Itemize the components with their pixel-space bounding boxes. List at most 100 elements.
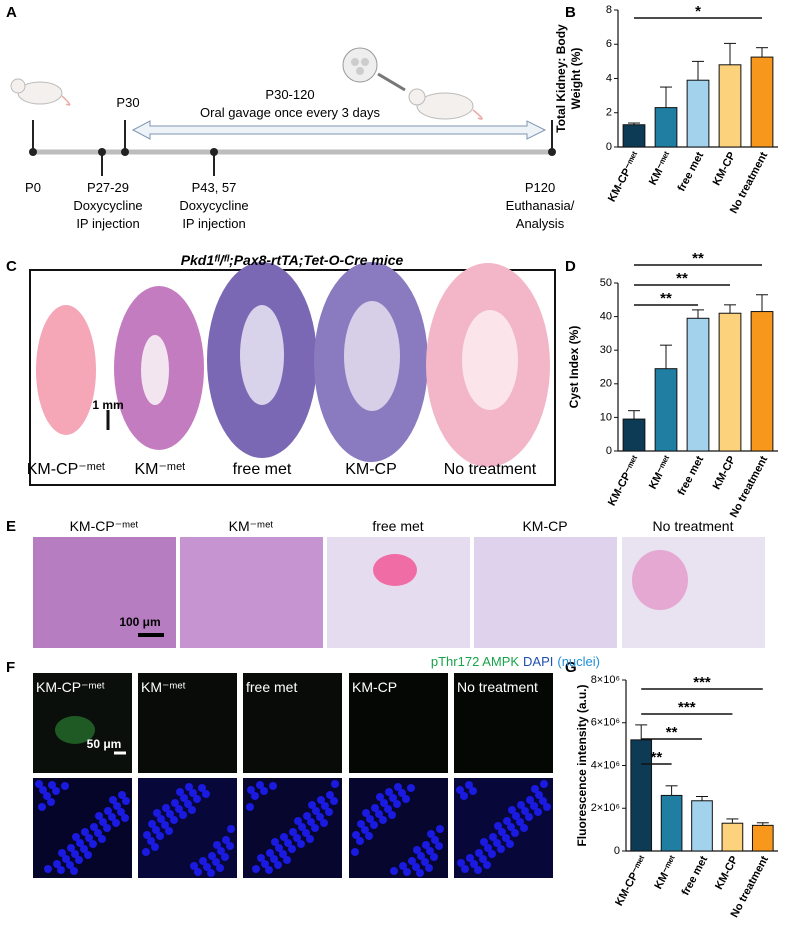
y-tick-label: 0 <box>614 845 620 857</box>
sample-label: free met <box>372 518 423 534</box>
timeline-label: P30 <box>116 95 139 110</box>
kidney-images <box>36 262 550 467</box>
y-axis-label: Cyst Index (%) <box>567 326 581 409</box>
bar <box>622 418 646 452</box>
y-axis-label: Total Kidney: Body <box>554 24 568 133</box>
sample-label: No treatment <box>653 518 734 534</box>
x-tick-label: KM-CP <box>711 150 739 187</box>
y-tick-label: 8×10⁶ <box>591 674 620 686</box>
y-tick-label: 6×10⁶ <box>591 717 620 729</box>
y-tick-label: 0 <box>606 141 612 153</box>
timeline-label: P0 <box>25 180 41 195</box>
y-tick-label: 4 <box>606 72 612 84</box>
x-tick-label: free met <box>676 150 707 194</box>
sample-label: No treatment <box>457 679 538 695</box>
y-tick-label: 6 <box>606 38 612 50</box>
gavage-illustration <box>342 47 483 120</box>
sample-label: KM⁻ᵐᵉᵗ <box>134 461 186 478</box>
bar <box>750 56 774 148</box>
y-axis-label: Fluorescence intensity (a.u.) <box>575 684 589 846</box>
panel-label: D <box>565 258 576 275</box>
sample-label: KM-CP <box>522 518 567 534</box>
scale-label: 100 μm <box>119 615 160 629</box>
panel-title: Pkd1ᶠˡ/ᶠˡ;Pax8-rtTA;Tet-O-Cre mice <box>181 252 404 268</box>
timeline-label: P27-29 <box>87 180 129 195</box>
y-tick-label: 30 <box>600 344 612 356</box>
nuclei <box>35 780 551 877</box>
timeline-label: Euthanasia/ <box>506 198 575 213</box>
sample-label: KM-CP⁻ᵐᵉᵗ <box>70 518 139 534</box>
sample-label: No treatment <box>444 461 537 478</box>
y-axis-label: Weight (%) <box>569 48 583 110</box>
sample-label: KM⁻ᵐᵉᵗ <box>141 679 186 695</box>
bar <box>630 739 653 852</box>
panel-label: F <box>6 659 15 676</box>
timeline-label: P30-120 <box>265 87 314 102</box>
significance-label: * <box>695 3 701 20</box>
significance-label: ** <box>692 250 704 267</box>
significance-label: ** <box>666 724 678 741</box>
y-tick-label: 8 <box>606 4 612 16</box>
y-tick-label: 4×10⁶ <box>591 759 620 771</box>
timeline-label: Doxycycline <box>179 198 248 213</box>
bar <box>622 124 646 148</box>
timeline <box>29 120 556 176</box>
timeline-label: IP injection <box>76 216 139 231</box>
histology-images <box>33 537 765 648</box>
bar <box>718 64 742 148</box>
x-tick-label: KM⁻ᵐᵉᵗ <box>652 854 680 892</box>
sample-label: KM⁻ᵐᵉᵗ <box>229 518 274 534</box>
stain-legend: pThr172 AMPK DAPI (nuclei) <box>431 654 600 669</box>
y-tick-label: 40 <box>600 311 612 323</box>
panel-label: G <box>565 659 577 676</box>
x-tick-label: KM-CP <box>711 454 739 491</box>
panel-c-frame <box>29 269 556 486</box>
y-tick-label: 20 <box>600 378 612 390</box>
x-tick-label: KM-CP <box>713 854 741 891</box>
x-tick-label: KM⁻ᵐᵉᵗ <box>647 150 675 188</box>
x-tick-label: KM-CP⁻ᵐᵉᵗ <box>606 150 643 204</box>
y-tick-label: 10 <box>600 411 612 423</box>
stain-label: pThr172 AMPK <box>431 654 519 669</box>
x-tick-label: free met <box>680 854 711 898</box>
bar <box>751 824 774 852</box>
timeline-label: Oral gavage once every 3 days <box>200 105 380 120</box>
significance-label: *** <box>678 699 696 716</box>
bar <box>660 794 683 852</box>
y-tick-label: 2×10⁶ <box>591 802 620 814</box>
sample-label: free met <box>246 679 297 695</box>
fluorescence-images <box>33 673 553 878</box>
stain-label: (nuclei) <box>557 654 600 669</box>
x-tick-label: KM-CP⁻ᵐᵉᵗ <box>613 854 650 908</box>
timeline-label: Doxycycline <box>73 198 142 213</box>
panel-label: E <box>6 518 16 535</box>
x-tick-label: KM⁻ᵐᵉᵗ <box>647 454 675 492</box>
bar <box>691 800 713 852</box>
stain-label: DAPI <box>523 654 553 669</box>
y-tick-label: 0 <box>606 445 612 457</box>
y-tick-label: 2 <box>606 107 612 119</box>
timeline-label: P43, 57 <box>192 180 237 195</box>
panel-label: A <box>6 4 17 21</box>
panel-label: B <box>565 4 576 21</box>
scale-label: 50 μm <box>87 737 122 751</box>
sample-label: free met <box>233 461 292 478</box>
x-tick-label: KM-CP⁻ᵐᵉᵗ <box>606 454 643 508</box>
mouse-illustration <box>10 78 71 106</box>
timeline-label: IP injection <box>182 216 245 231</box>
bar <box>654 368 678 452</box>
bar <box>750 311 774 452</box>
significance-label: *** <box>693 674 711 691</box>
significance-label: ** <box>676 270 688 287</box>
significance-label: ** <box>660 290 672 307</box>
sample-label: KM-CP <box>345 461 397 478</box>
timeline-label: Analysis <box>516 216 565 231</box>
panel-label: C <box>6 258 17 275</box>
sample-label: KM-CP⁻ᵐᵉᵗ <box>27 461 106 478</box>
sample-label: KM-CP⁻ᵐᵉᵗ <box>36 679 105 695</box>
significance-label: ** <box>651 749 663 766</box>
x-tick-label: free met <box>676 454 707 498</box>
y-tick-label: 50 <box>600 277 612 289</box>
sample-label: KM-CP <box>352 679 397 695</box>
